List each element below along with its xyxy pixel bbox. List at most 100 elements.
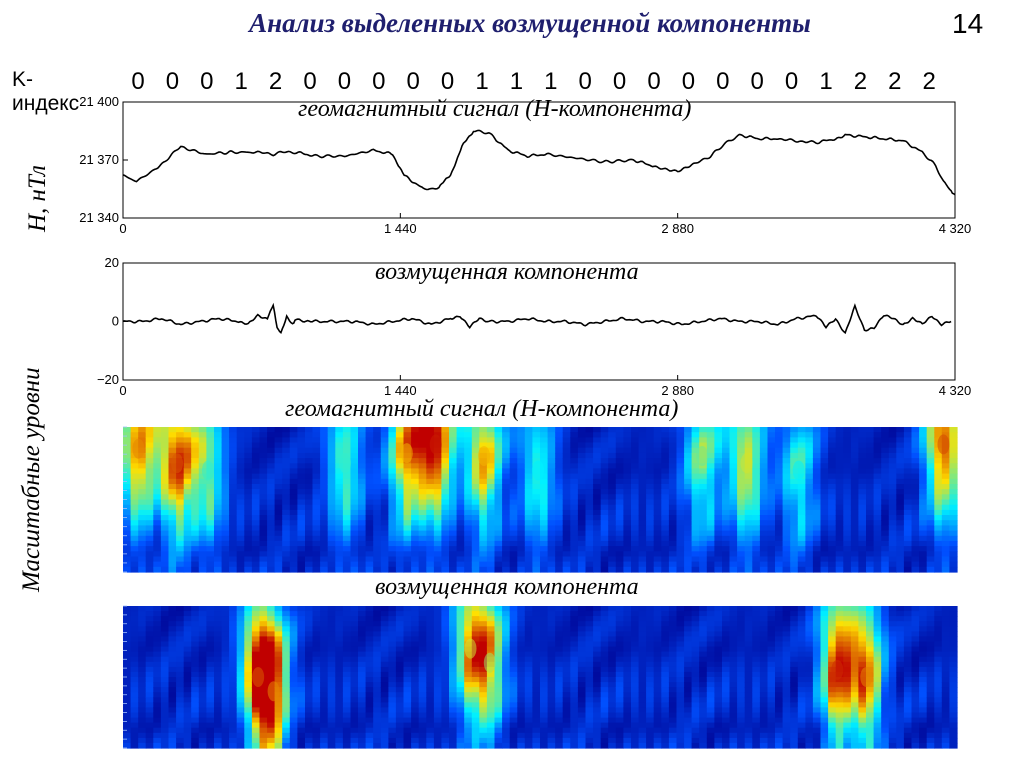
heatmap-cell (259, 626, 268, 632)
heatmap-cell (805, 427, 814, 433)
heatmap-cell (229, 556, 238, 563)
heatmap-cell (471, 621, 480, 627)
heatmap-cell (153, 682, 162, 688)
heatmap-cell (214, 671, 223, 678)
y-tick-label: 21 340 (79, 210, 119, 225)
heatmap-cell (259, 702, 268, 709)
heatmap-cell (312, 463, 321, 470)
heatmap-cell (524, 636, 533, 643)
heatmap-cell (790, 447, 799, 454)
heatmap-cell (593, 687, 602, 693)
heatmap-cell (244, 489, 253, 495)
heatmap-cell (608, 504, 617, 511)
heatmap-cell (479, 742, 488, 749)
heatmap-cell (903, 478, 913, 485)
heatmap-cell (441, 636, 450, 643)
heatmap-cell (471, 651, 480, 658)
heatmap-cell (752, 540, 761, 547)
heatmap-cell (464, 742, 473, 749)
heatmap-cell (214, 566, 223, 573)
heatmap-cell (608, 484, 617, 490)
heatmap-cell (767, 473, 776, 480)
heatmap-cell (267, 437, 276, 444)
heatmap-cell (532, 489, 541, 495)
heatmap-cell (881, 556, 890, 563)
heatmap-cell (320, 520, 329, 526)
heatmap-cell (153, 656, 162, 663)
heatmap-cell (138, 427, 147, 433)
heatmap-cell (790, 530, 799, 537)
heatmap-cell (236, 473, 245, 480)
heatmap-cell (229, 494, 238, 501)
heatmap-cell (327, 742, 336, 749)
heatmap-cell (486, 427, 496, 433)
heatmap-cell (388, 666, 397, 673)
heatmap-cell (509, 437, 518, 444)
heatmap-cell (577, 707, 587, 714)
heatmap-cell (289, 641, 298, 648)
heatmap-cell (896, 494, 905, 501)
heatmap-cell (502, 682, 511, 688)
heatmap-cell (494, 661, 503, 668)
heatmap-cell (305, 671, 314, 678)
heatmap-cell (828, 468, 837, 475)
heatmap-cell (441, 546, 450, 552)
heatmap-cell (570, 484, 579, 490)
heatmap-cell (479, 468, 488, 475)
heatmap-cell (267, 722, 276, 729)
heatmap-cell (540, 484, 549, 490)
heatmap-cell (426, 712, 435, 719)
heatmap-cell (502, 742, 511, 749)
kp-value: 1 (475, 68, 489, 95)
heatmap-cell (282, 641, 291, 648)
heatmap-cell (411, 556, 420, 563)
heatmap-cell (335, 525, 344, 532)
heatmap-cell (471, 717, 480, 724)
heatmap-cell (479, 540, 488, 547)
heatmap-cell (646, 520, 655, 526)
heatmap-cell (486, 712, 496, 719)
heatmap-cell (517, 742, 526, 749)
heatmap-cell (244, 671, 253, 678)
heatmap-cell (934, 473, 943, 480)
heatmap-cell (540, 727, 549, 734)
heatmap-cell (805, 437, 814, 444)
heatmap-cell (828, 515, 837, 521)
heatmap-cell (145, 499, 154, 506)
heatmap-cell (183, 707, 192, 714)
heatmap-cell (297, 646, 306, 653)
heatmap-cell (653, 458, 662, 464)
heatmap-cell (464, 515, 473, 521)
heatmap-cell (176, 499, 185, 506)
heatmap-cell (615, 463, 624, 470)
heatmap-cell (934, 478, 943, 485)
heatmap-cell (176, 651, 185, 658)
heatmap-cell (153, 447, 162, 454)
heatmap-cell (153, 452, 162, 459)
heatmap-cell (305, 641, 314, 648)
heatmap-cell (494, 717, 503, 724)
heatmap-cell (502, 666, 511, 673)
heatmap-cell (395, 432, 405, 438)
heatmap-cell (820, 452, 829, 459)
heatmap-cell (176, 661, 185, 668)
heatmap-cell (342, 447, 352, 454)
heatmap-cell (206, 656, 215, 663)
heatmap-cell (775, 437, 784, 444)
heatmap-cell (418, 437, 427, 444)
heatmap-cell (411, 525, 420, 532)
heatmap-cell (464, 561, 473, 568)
heatmap-cell (449, 484, 458, 490)
heatmap-cell (494, 525, 503, 532)
heatmap-cell (608, 651, 617, 658)
heatmap-cell (600, 656, 609, 663)
heatmap-cell (555, 540, 564, 547)
heatmap-cell (358, 697, 367, 703)
heatmap-cell (926, 561, 935, 568)
heatmap-cell (198, 478, 207, 485)
heatmap-cell (903, 489, 913, 495)
heatmap-cell (684, 432, 693, 438)
heatmap-cell (456, 437, 465, 444)
heatmap-cell (646, 447, 655, 454)
heatmap-cell (191, 484, 200, 490)
